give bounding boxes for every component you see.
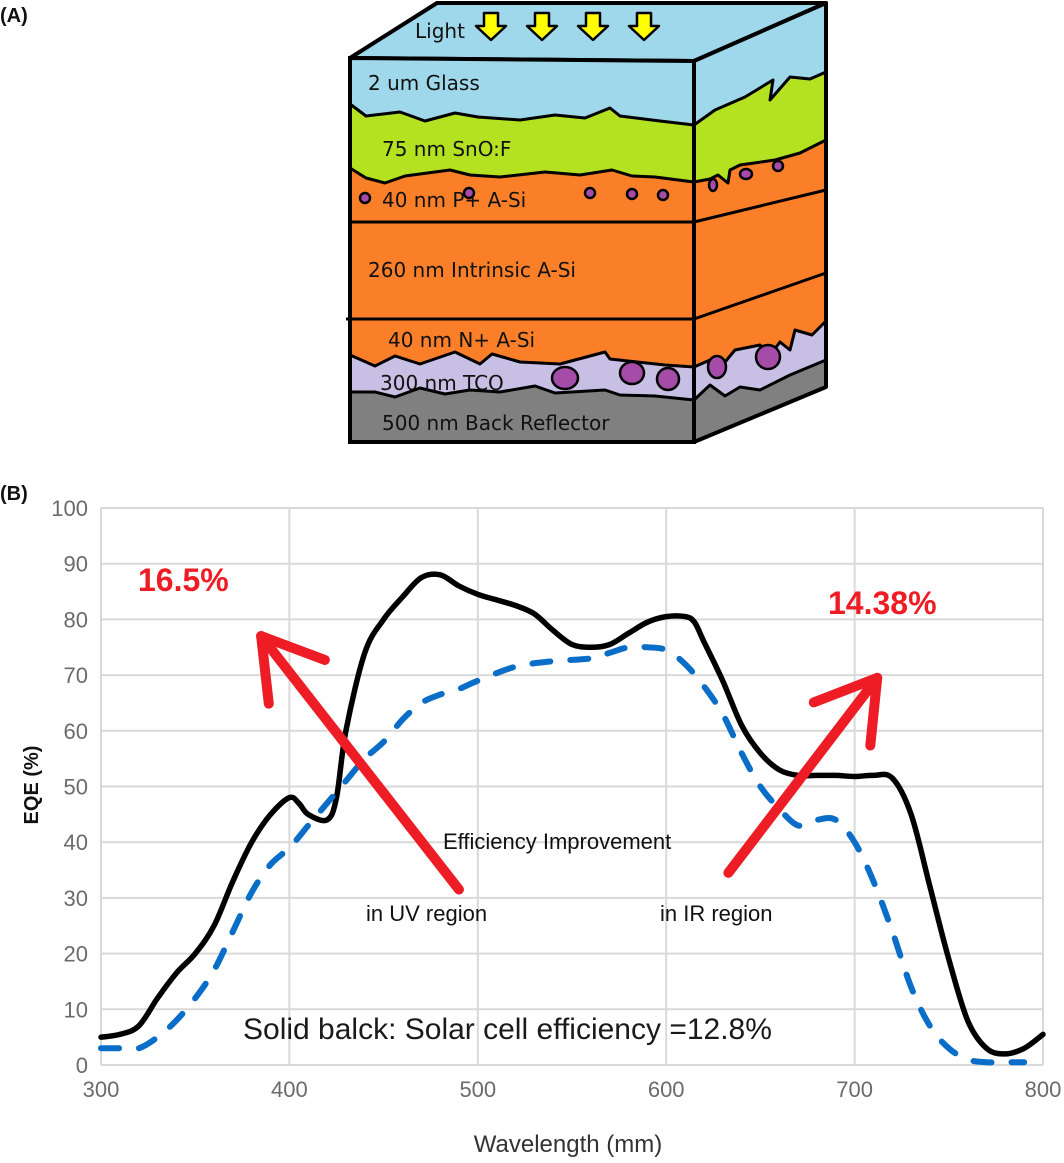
uv-arrow (256, 631, 464, 895)
y-tick-label: 20 (64, 942, 88, 967)
arrow-head-stroke (256, 631, 274, 709)
particle (754, 343, 782, 371)
y-tick-label: 10 (64, 997, 88, 1022)
ir-arrow (723, 672, 883, 878)
particles (358, 159, 785, 392)
x-tick-label: 600 (648, 1077, 685, 1102)
light-arrows (474, 11, 661, 42)
layer-tco-front (350, 352, 694, 400)
ir-improvement-value: 14.38% (828, 585, 937, 621)
arrow-head-stroke (808, 672, 883, 708)
particle (462, 186, 476, 200)
particle (655, 366, 681, 392)
y-tick-label: 90 (64, 552, 88, 577)
particle (583, 186, 597, 200)
y-tick-label: 100 (51, 496, 88, 521)
light-arrow-icon (576, 11, 610, 42)
layer-intrinsic-side (694, 190, 826, 319)
particle (550, 365, 580, 391)
y-tick-label: 70 (64, 663, 88, 688)
layer-label-tco: 300 nm TCO (380, 371, 504, 395)
layer-n-asi-side (694, 273, 826, 367)
y-tick-label: 30 (64, 886, 88, 911)
x-tick-label: 500 (459, 1077, 496, 1102)
y-tick-label: 50 (64, 775, 88, 800)
y-tick-label: 80 (64, 607, 88, 632)
x-tick-label: 800 (1025, 1077, 1062, 1102)
x-tick-labels: 300 400 500 600 700 800 (83, 1077, 1062, 1102)
y-tick-label: 60 (64, 719, 88, 744)
x-tick-label: 400 (271, 1077, 308, 1102)
solar-cell-diagram: Light 2 um Glass 75 nm SnO:F 40 nm P+ A-… (346, 1, 828, 444)
y-tick-labels: 0 10 20 30 40 50 60 70 80 90 100 (51, 496, 88, 1078)
layer-sno-front (350, 104, 694, 183)
particle (358, 191, 372, 205)
y-tick-label: 0 (76, 1053, 88, 1078)
particle (771, 159, 785, 173)
series-line-dashed-blue (98, 643, 1028, 1066)
y-axis-title: EQE (%) (21, 746, 43, 825)
particle (618, 360, 646, 386)
series-group (98, 571, 1046, 1066)
x-axis-title: Wavelength (mm) (474, 1131, 662, 1158)
efficiency-improvement-label: Efficiency Improvement (443, 829, 671, 854)
uv-improvement-value: 16.5% (138, 562, 229, 598)
arrow-head-stroke (256, 631, 330, 665)
grid (100, 507, 1044, 1066)
x-tick-label: 300 (83, 1077, 120, 1102)
layer-p-asi-side (694, 140, 826, 222)
side-face-outline (693, 1, 828, 444)
layer-label-n-asi: 40 nm N+ A-Si (388, 328, 535, 352)
layer-label-glass: 2 um Glass (368, 71, 480, 95)
uv-region-label: in UV region (366, 901, 487, 926)
efficiency-note: Solid balck: Solar cell efficiency =12.8… (243, 1013, 772, 1046)
particle (707, 177, 719, 193)
particle (706, 354, 728, 380)
arrow-shaft (256, 631, 464, 895)
layer-intrinsic-front (350, 222, 694, 319)
arrow-head-stroke (865, 672, 883, 751)
layer-reflector-front (350, 386, 694, 442)
series-line-solid-black (98, 571, 1046, 1057)
panel-b-label: (B) (0, 483, 28, 505)
layer-label-sno: 75 nm SnO:F (382, 137, 511, 161)
x-tick-label: 700 (836, 1077, 873, 1102)
arrow-shaft (723, 672, 883, 878)
particle (738, 167, 754, 181)
light-label: Light (415, 19, 465, 43)
layer-label-reflector: 500 nm Back Reflector (382, 411, 610, 435)
ir-region-label: in IR region (660, 901, 773, 926)
layer-label-p-asi: 40 nm P+ A-Si (382, 188, 526, 212)
eqe-chart: 0 10 20 30 40 50 60 70 80 90 100 300 400 500 600 700 80… (21, 496, 1061, 1158)
particle (625, 187, 639, 201)
layer-glass-side (694, 3, 826, 125)
light-arrow-icon (474, 11, 508, 42)
light-arrow-icon (627, 11, 661, 42)
annotation-arrows (256, 631, 883, 895)
panel-a-label: (A) (0, 5, 28, 27)
light-arrow-icon (525, 11, 559, 42)
particle (656, 188, 670, 202)
layer-p-asi-front (350, 168, 694, 222)
layer-reflector-side (694, 360, 826, 442)
layer-sno-side (694, 72, 826, 183)
layer-label-intrinsic: 260 nm Intrinsic A-Si (368, 258, 576, 282)
y-tick-label: 40 (64, 830, 88, 855)
